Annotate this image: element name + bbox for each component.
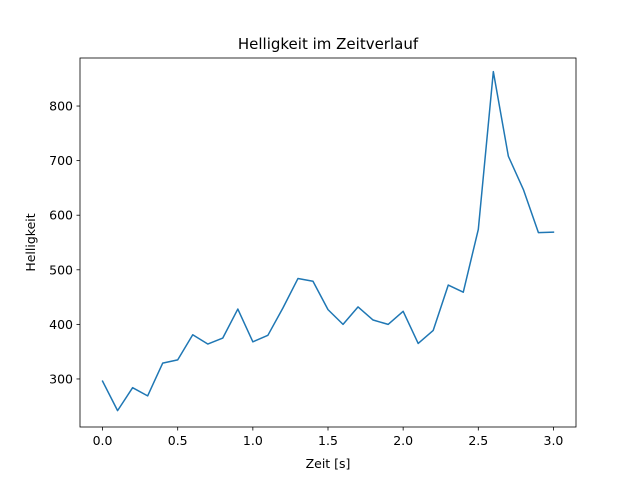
chart-title: Helligkeit im Zeitverlauf	[238, 35, 419, 53]
x-axis: 0.0 0.5 1.0 1.5 2.0 2.5 3.0	[93, 427, 564, 448]
x-tick-label: 1.5	[318, 433, 338, 448]
y-tick-label: 800	[49, 99, 73, 114]
x-tick-label: 1.0	[243, 433, 263, 448]
y-tick-label: 700	[49, 153, 73, 168]
x-axis-label: Zeit [s]	[306, 456, 351, 471]
y-tick-label: 400	[49, 317, 73, 332]
x-tick-label: 0.0	[93, 433, 113, 448]
series-line	[101, 70, 555, 412]
y-tick-label: 600	[49, 208, 73, 223]
x-tick-label: 3.0	[544, 433, 564, 448]
y-tick-label: 300	[49, 371, 73, 386]
y-axis-label: Helligkeit	[23, 213, 38, 271]
y-tick-label: 500	[49, 262, 73, 277]
x-tick-label: 2.0	[393, 433, 413, 448]
x-tick-label: 0.5	[168, 433, 188, 448]
y-axis: 300 400 500 600 700 800	[49, 99, 80, 386]
x-tick-label: 2.5	[468, 433, 488, 448]
